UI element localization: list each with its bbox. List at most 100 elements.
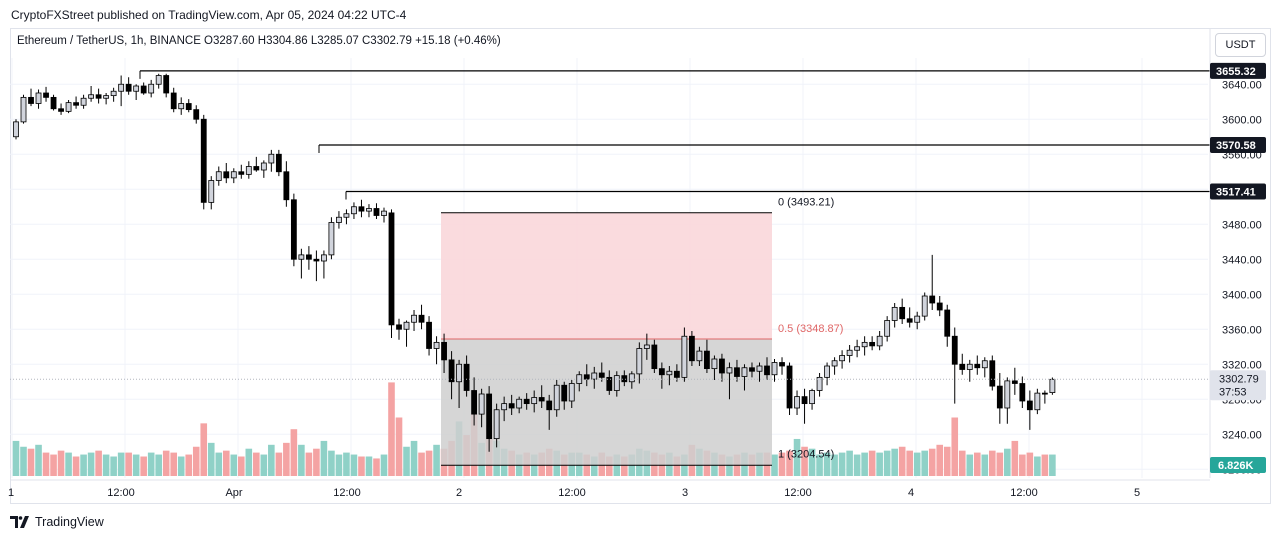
candle-up	[681, 335, 688, 378]
volume-bar	[928, 448, 936, 476]
volume-bar	[358, 456, 365, 476]
volume-bar	[305, 452, 313, 476]
candle-up	[118, 83, 125, 92]
candle-up	[268, 153, 275, 164]
volume-bar	[786, 450, 793, 476]
candle-down	[441, 341, 447, 361]
volume-bar	[1034, 456, 1041, 476]
brand-label: TradingView	[35, 515, 104, 529]
volume-bar	[177, 456, 185, 476]
currency-button[interactable]: USDT	[1215, 33, 1266, 57]
price-tick-label: 3400.00	[1222, 289, 1262, 301]
level-price-label: 3570.58	[1216, 140, 1256, 152]
volume-bar	[320, 440, 328, 476]
candle-down	[290, 199, 297, 260]
candle-down	[170, 92, 177, 110]
candle-down	[951, 335, 958, 365]
price-tick-label: 3600.00	[1222, 114, 1262, 126]
candle-up	[643, 344, 650, 349]
level-price-tag	[1210, 62, 1266, 79]
volume-bar	[57, 450, 65, 476]
volume-bar	[801, 446, 808, 476]
candle-up	[846, 349, 853, 356]
candle-up	[411, 314, 417, 323]
volume-bar	[1026, 452, 1034, 476]
candle-up	[298, 254, 305, 260]
volume-bar	[275, 452, 283, 476]
volume-bar	[1019, 454, 1026, 476]
candle-down	[1011, 380, 1018, 384]
volume-bar	[170, 452, 178, 476]
candle-up	[891, 306, 898, 321]
candle-up	[756, 365, 763, 372]
candle-down	[1026, 400, 1033, 411]
time-tick-label: 4	[908, 487, 914, 499]
candle-up	[133, 85, 140, 92]
volume-bar	[102, 454, 110, 476]
volume-bar	[95, 450, 102, 476]
candle-up	[103, 95, 110, 99]
volume-bar	[793, 438, 801, 476]
candle-up	[336, 216, 342, 223]
volume-bar	[12, 440, 20, 476]
price-tick-label: 3480.00	[1222, 219, 1262, 231]
candle-down	[163, 75, 170, 94]
tradingview-brand[interactable]: TradingView	[10, 515, 104, 529]
candle-up	[178, 103, 185, 110]
time-tick-label: 12:00	[784, 487, 812, 499]
candle-up	[576, 374, 583, 384]
volume-bar	[350, 454, 358, 476]
time-tick-label: 12:00	[558, 487, 586, 499]
publisher-caption: CryptoFXStreet published on TradingView.…	[11, 8, 407, 22]
volume-bar	[403, 446, 410, 476]
candle-down	[689, 335, 695, 362]
volume-bar	[673, 456, 681, 476]
volume-bar	[395, 417, 403, 476]
volume-bar	[883, 450, 891, 476]
volume-bar	[590, 456, 598, 476]
volume-bar	[185, 454, 193, 476]
volume-bar	[50, 454, 57, 476]
fib-mid-label: 0.5 (3348.87)	[778, 323, 843, 335]
volume-bar	[823, 452, 831, 476]
candle-up	[628, 373, 635, 383]
candle-up	[20, 96, 27, 123]
price-tick-label: 3320.00	[1222, 359, 1262, 371]
candle-down	[598, 372, 605, 378]
candle-down	[899, 306, 906, 320]
candle-up	[80, 97, 87, 106]
candle-up	[208, 180, 215, 203]
candle-down	[959, 363, 966, 370]
candle-down	[801, 396, 808, 405]
volume-bar	[831, 454, 838, 476]
candle-up	[366, 208, 372, 212]
time-tick-label: 1	[8, 487, 14, 499]
volume-bar	[245, 448, 253, 476]
volume-bar	[110, 456, 117, 476]
chart-frame	[10, 28, 1271, 504]
candle-down	[704, 350, 710, 370]
candle-down	[223, 171, 230, 179]
level-price-tag	[1210, 136, 1266, 153]
candle-up	[155, 75, 162, 85]
volume-bar	[621, 456, 628, 476]
volume-bar	[42, 452, 50, 476]
candle-down	[73, 102, 79, 106]
volume-bar	[268, 444, 275, 476]
candle-down	[283, 171, 290, 201]
candle-down	[486, 393, 493, 440]
candle-down	[658, 368, 665, 376]
candle-up	[433, 341, 440, 349]
candle-down	[200, 118, 207, 203]
candle-down	[621, 375, 628, 383]
candle-up	[230, 171, 237, 179]
volume-tag	[1210, 457, 1266, 473]
candle-up	[493, 409, 500, 440]
candle-down	[523, 398, 530, 405]
volume-bar	[898, 446, 906, 476]
candle-down	[125, 83, 132, 92]
candle-down	[749, 367, 755, 372]
candle-up	[816, 376, 823, 391]
volume-bar	[771, 454, 778, 476]
